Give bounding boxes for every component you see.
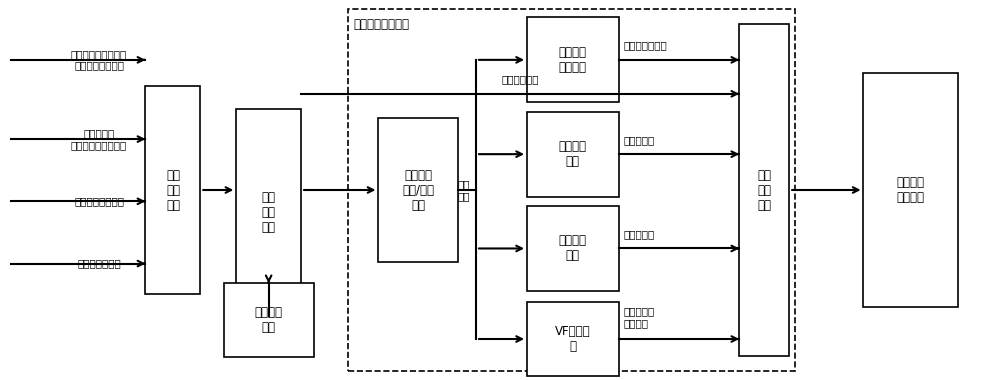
Bar [527,206,619,291]
Bar [224,283,314,357]
Bar [348,9,795,371]
Text: 控制功能处理模块: 控制功能处理模块 [353,18,409,32]
Text: 控制
模式: 控制 模式 [458,179,470,201]
Text: 冗余处理
模块: 冗余处理 模块 [255,306,283,334]
Text: 控制输入数据: 控制输入数据 [501,74,539,84]
Text: 无功控制
模块: 无功控制 模块 [559,234,587,263]
Text: 有功控制
模块: 有功控制 模块 [559,140,587,168]
Text: 直流电压
控制模块: 直流电压 控制模块 [559,46,587,74]
Bar [145,86,200,294]
Text: 有功参考值: 有功参考值 [624,135,655,145]
Bar [527,112,619,196]
Text: 控制模式
选择/切换
模块: 控制模式 选择/切换 模块 [402,168,434,212]
Text: 无功参考值: 无功参考值 [624,229,655,239]
Text: 目标值输入数据: 目标值输入数据 [77,258,121,269]
Bar [863,73,958,307]
Text: VF控制模
块: VF控制模 块 [555,325,591,353]
Text: 稳控装置输入数据: 稳控装置输入数据 [74,196,124,206]
Bar [527,302,619,376]
Text: 数据
处理
模块: 数据 处理 模块 [262,191,276,234]
Text: 换流站单
元控制器: 换流站单 元控制器 [897,176,925,204]
Text: 交流系统和直流系统
开关刀闸状态信号: 交流系统和直流系统 开关刀闸状态信号 [71,49,127,71]
Text: 交流电压和
频率参考: 交流电压和 频率参考 [624,306,655,328]
Text: 直流电压参考值: 直流电压参考值 [624,40,667,51]
Bar [236,109,301,317]
Bar [739,24,789,356]
Text: 通信
管理
模块: 通信 管理 模块 [757,168,771,212]
Bar [527,17,619,102]
Text: 数据
采集
模块: 数据 采集 模块 [166,168,180,212]
Bar [378,118,458,262]
Text: 交直流系统
电压、电流采样数据: 交直流系统 电压、电流采样数据 [71,128,127,150]
